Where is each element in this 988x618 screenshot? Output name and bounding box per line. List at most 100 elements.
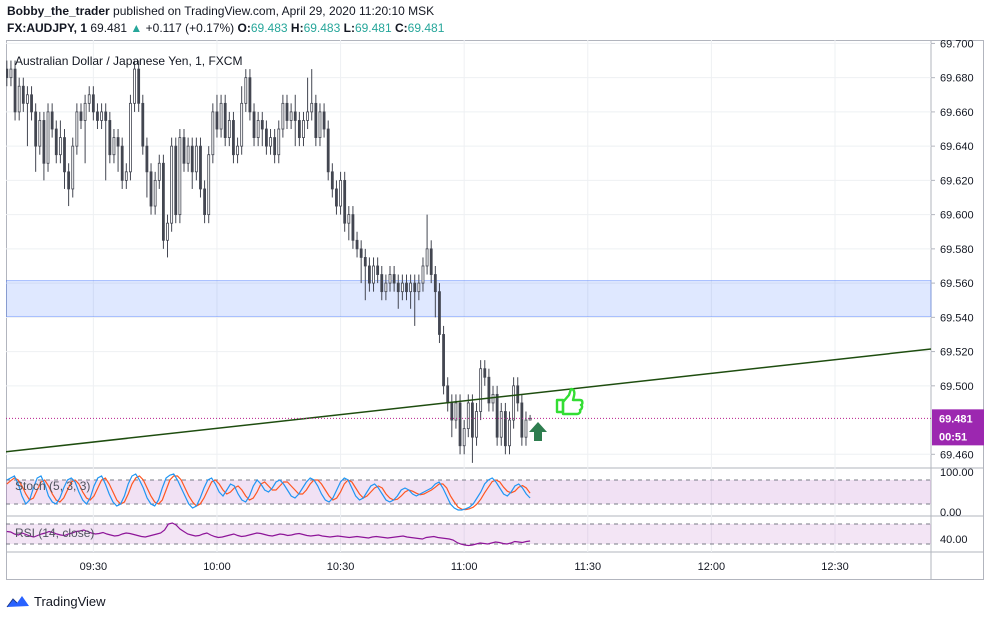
candle-body bbox=[17, 85, 21, 113]
candle bbox=[153, 171, 157, 215]
candle-body bbox=[405, 282, 408, 293]
candle-body bbox=[479, 368, 483, 412]
last-price-badge bbox=[932, 409, 984, 446]
candle bbox=[265, 120, 268, 155]
open-label: O: bbox=[237, 21, 251, 35]
candle bbox=[244, 69, 248, 112]
candle-body bbox=[252, 111, 256, 138]
candle bbox=[129, 94, 132, 181]
candle bbox=[306, 77, 310, 130]
candle-body bbox=[63, 137, 66, 173]
candle-body bbox=[310, 102, 314, 113]
candle bbox=[215, 94, 219, 138]
stoch-label: Stoch (5, 3, 3) bbox=[15, 479, 90, 493]
candle bbox=[409, 274, 413, 309]
up-arrow-icon bbox=[529, 422, 547, 441]
candle bbox=[491, 385, 495, 412]
candle-body bbox=[100, 111, 103, 121]
candle-body bbox=[199, 145, 202, 190]
candle-body bbox=[520, 402, 524, 438]
chart-frame[interactable]: 69.700 69.680 69.660 69.640 69.620 69.600 69.5… bbox=[5, 38, 984, 580]
tradingview-footer[interactable]: TradingView bbox=[6, 591, 106, 611]
candle-body bbox=[351, 214, 355, 241]
candle-body bbox=[256, 120, 260, 138]
candle bbox=[438, 283, 441, 344]
y-tick-label: 69.540 bbox=[940, 312, 974, 324]
candle-body bbox=[248, 77, 252, 113]
candle bbox=[277, 120, 281, 164]
candle bbox=[50, 103, 54, 138]
candle-body bbox=[396, 282, 400, 293]
candle-body bbox=[87, 94, 91, 104]
candle-body bbox=[26, 94, 29, 104]
candle-body bbox=[339, 179, 342, 207]
candle bbox=[392, 265, 396, 292]
x-tick-label: 12:30 bbox=[821, 561, 849, 573]
candle bbox=[405, 274, 408, 301]
candle bbox=[194, 137, 198, 181]
candle bbox=[413, 274, 417, 326]
y-tick-label: 69.680 bbox=[940, 73, 974, 85]
candle bbox=[26, 86, 29, 147]
candle-body bbox=[425, 248, 429, 267]
chart-svg[interactable]: 69.700 69.680 69.660 69.640 69.620 69.600 69.5… bbox=[5, 38, 984, 580]
candle bbox=[347, 206, 351, 241]
candle bbox=[104, 103, 108, 181]
candle bbox=[425, 214, 429, 275]
candle-body bbox=[413, 282, 417, 293]
close-label: C: bbox=[395, 21, 408, 35]
candle-body bbox=[462, 428, 466, 447]
candle-body bbox=[137, 68, 141, 104]
candle-body bbox=[446, 385, 450, 404]
candle-body bbox=[273, 137, 277, 156]
candle bbox=[34, 103, 38, 172]
candle bbox=[166, 214, 169, 258]
x-tick-label: 11:30 bbox=[574, 561, 601, 573]
candle bbox=[339, 171, 342, 215]
candle bbox=[54, 120, 58, 164]
price-zone-rect bbox=[5, 280, 932, 317]
candle-body bbox=[194, 145, 198, 173]
candle-body bbox=[108, 120, 112, 156]
stoch-d-line bbox=[6, 475, 531, 511]
y-tick-label: 69.460 bbox=[940, 449, 974, 461]
candle bbox=[351, 206, 355, 249]
candle bbox=[281, 94, 285, 138]
low-label: L: bbox=[343, 21, 355, 35]
candle bbox=[462, 420, 466, 455]
candle-body bbox=[91, 94, 95, 113]
y-tick-label: 69.620 bbox=[940, 175, 974, 187]
stoch-tick-label: 0.00 bbox=[940, 507, 961, 519]
candle-body bbox=[417, 282, 421, 293]
candle bbox=[372, 257, 375, 292]
candle bbox=[87, 86, 91, 112]
candle-body bbox=[400, 282, 404, 293]
candle-body bbox=[322, 111, 326, 130]
candle bbox=[260, 111, 264, 147]
candle-body bbox=[409, 282, 413, 293]
candle bbox=[240, 86, 244, 155]
candle-body bbox=[503, 411, 507, 447]
candle bbox=[503, 402, 507, 455]
candle-body bbox=[157, 162, 161, 181]
candle bbox=[190, 137, 194, 189]
candle-body bbox=[487, 376, 491, 404]
candle bbox=[157, 154, 161, 189]
author-name[interactable]: Bobby_the_trader bbox=[7, 4, 110, 18]
candle-body bbox=[244, 77, 248, 104]
y-tick-label: 69.520 bbox=[940, 347, 974, 359]
candle-body bbox=[203, 188, 206, 216]
candle-body bbox=[46, 111, 50, 164]
candle bbox=[38, 111, 42, 155]
stoch-tick-label: 100.00 bbox=[940, 467, 974, 479]
candle bbox=[211, 103, 215, 164]
high-value: 69.483 bbox=[303, 21, 341, 35]
candle-body bbox=[458, 402, 462, 447]
candle-body bbox=[178, 137, 182, 216]
candle-body bbox=[512, 385, 516, 421]
candle bbox=[161, 154, 165, 249]
candle-body bbox=[75, 111, 79, 147]
candle bbox=[79, 103, 83, 130]
trend-line[interactable] bbox=[5, 348, 932, 453]
candle bbox=[479, 360, 483, 421]
